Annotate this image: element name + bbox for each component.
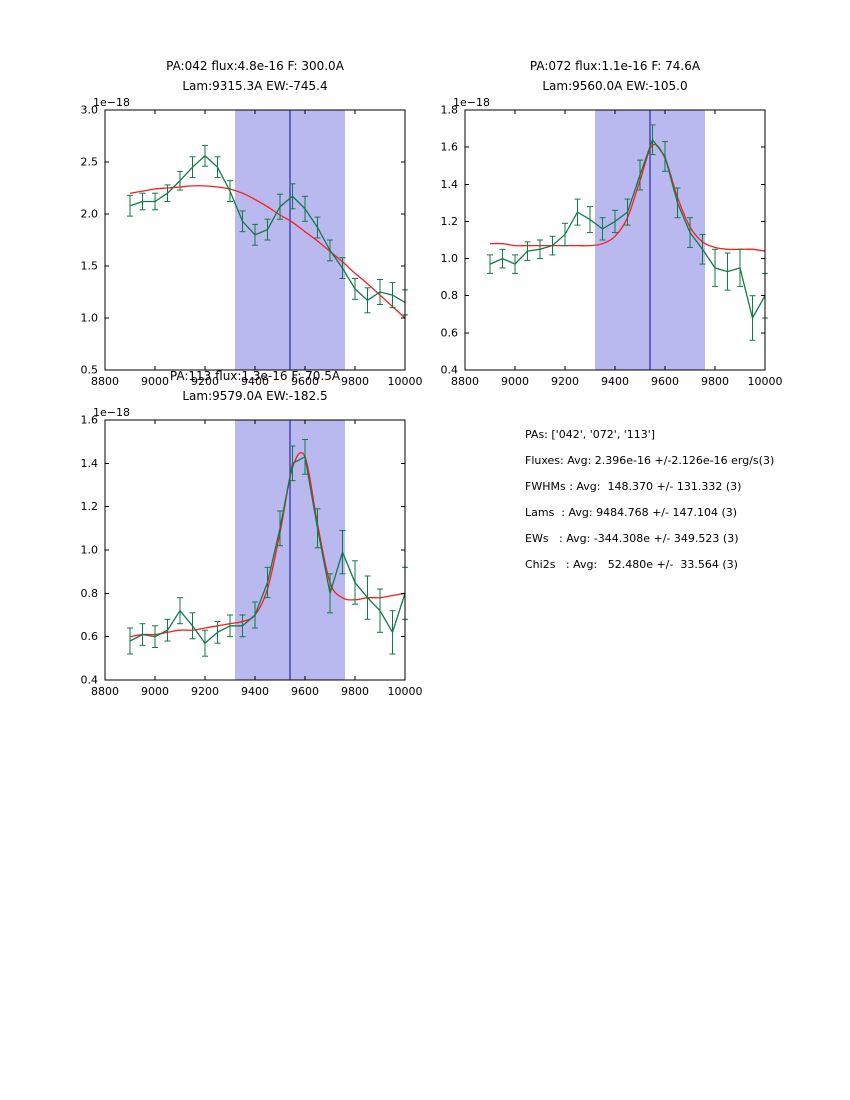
svg-text:0.5: 0.5 [81, 364, 99, 377]
chart-canvas-pa072: 8800 9000 9200 9400 9600 9800 10000 0.4 0.6 0.8 1.… [441, 96, 783, 388]
plot-title-line2: Lam:9560.0A EW:-105.0 [542, 79, 688, 93]
svg-text:9600: 9600 [651, 375, 679, 388]
plot-title-line1: PA:072 flux:1.1e-16 F: 74.6A [529, 59, 701, 73]
svg-text:1.0: 1.0 [81, 312, 99, 325]
y-axis-offset-label: 1e−18 [93, 96, 130, 109]
fit-curve [129, 185, 406, 319]
svg-text:9400: 9400 [601, 375, 629, 388]
summary-line-chi2s: Chi2s : Avg: 52.480e +/- 33.564 (3) [525, 558, 738, 571]
svg-text:9200: 9200 [191, 375, 219, 388]
data-curve [129, 154, 406, 303]
svg-text:9000: 9000 [501, 375, 529, 388]
svg-text:9600: 9600 [291, 375, 319, 388]
svg-text:9000: 9000 [141, 685, 169, 698]
svg-text:1.8: 1.8 [441, 104, 459, 117]
svg-text:8800: 8800 [451, 375, 479, 388]
svg-text:0.8: 0.8 [81, 587, 99, 600]
svg-text:10000: 10000 [388, 375, 423, 388]
summary-line-fluxes: Fluxes: Avg: 2.396e-16 +/-2.126e-16 erg/… [525, 454, 775, 467]
svg-text:1.4: 1.4 [441, 178, 459, 191]
svg-text:9400: 9400 [241, 685, 269, 698]
svg-text:3.0: 3.0 [81, 104, 99, 117]
plot-pa113: PA:113 flux:1.3e-16 F: 70.5A Lam:9579.0A… [45, 366, 435, 706]
svg-text:2.0: 2.0 [81, 208, 99, 221]
plot-title-line2: Lam:9315.3A EW:-745.4 [182, 79, 328, 93]
svg-text:0.4: 0.4 [81, 674, 99, 687]
svg-text:9200: 9200 [191, 685, 219, 698]
svg-text:8800: 8800 [91, 375, 119, 388]
summary-line-lams: Lams : Avg: 9484.768 +/- 147.104 (3) [525, 506, 738, 519]
svg-text:1.2: 1.2 [441, 215, 459, 228]
svg-text:1.2: 1.2 [81, 500, 99, 513]
chart-canvas-pa042: 8800 9000 9200 9400 9600 9800 10000 0.5 1.0 1.5 2.… [81, 96, 423, 388]
svg-text:0.6: 0.6 [81, 630, 99, 643]
svg-text:9800: 9800 [341, 685, 369, 698]
svg-text:8800: 8800 [91, 685, 119, 698]
y-axis-offset-label: 1e−18 [93, 406, 130, 419]
plot-pa072: PA:072 flux:1.1e-16 F: 74.6A Lam:9560.0A… [405, 56, 795, 396]
svg-text:1.4: 1.4 [81, 457, 99, 470]
plot-title-line1: PA:042 flux:4.8e-16 F: 300.0A [166, 59, 344, 73]
svg-text:1.0: 1.0 [81, 544, 99, 557]
summary-line-ews: EWs : Avg: -344.308e +/- 349.523 (3) [525, 532, 739, 545]
data-curve [489, 138, 766, 320]
summary-block: PAs: ['042', '072', '113'] Fluxes: Avg: … [525, 428, 774, 584]
svg-text:9000: 9000 [141, 375, 169, 388]
summary-line-pas: PAs: ['042', '072', '113'] [525, 428, 656, 441]
svg-text:1.0: 1.0 [441, 252, 459, 265]
svg-text:0.8: 0.8 [441, 289, 459, 302]
plot-title: PA:042 flux:4.8e-16 F: 300.0A Lam:9315.3… [105, 56, 405, 96]
plot-title-line2: Lam:9579.0A EW:-182.5 [182, 389, 328, 403]
plot-pa042: PA:042 flux:4.8e-16 F: 300.0A Lam:9315.3… [45, 56, 435, 396]
svg-text:0.4: 0.4 [441, 364, 459, 377]
svg-text:10000: 10000 [388, 685, 423, 698]
svg-text:9800: 9800 [701, 375, 729, 388]
data-curve [129, 455, 406, 645]
plot-title: PA:113 flux:1.3e-16 F: 70.5A Lam:9579.0A… [105, 366, 405, 406]
summary-line-fwhms: FWHMs : Avg: 148.370 +/- 131.332 (3) [525, 480, 742, 493]
svg-text:9200: 9200 [551, 375, 579, 388]
svg-text:10000: 10000 [748, 375, 783, 388]
svg-text:1.6: 1.6 [81, 414, 99, 427]
svg-text:0.6: 0.6 [441, 326, 459, 339]
svg-text:1.5: 1.5 [81, 260, 99, 273]
plot-title-line1: PA:113 flux:1.3e-16 F: 70.5A [169, 369, 341, 383]
svg-text:1.6: 1.6 [441, 141, 459, 154]
svg-text:9800: 9800 [341, 375, 369, 388]
y-axis-offset-label: 1e−18 [453, 96, 490, 109]
svg-text:9600: 9600 [291, 685, 319, 698]
plot-title: PA:072 flux:1.1e-16 F: 74.6A Lam:9560.0A… [465, 56, 765, 96]
svg-text:9400: 9400 [241, 375, 269, 388]
svg-text:2.5: 2.5 [81, 156, 99, 169]
chart-canvas-pa113: 8800 9000 9200 9400 9600 9800 10000 0.4 0.6 0.8 1.… [81, 406, 423, 698]
